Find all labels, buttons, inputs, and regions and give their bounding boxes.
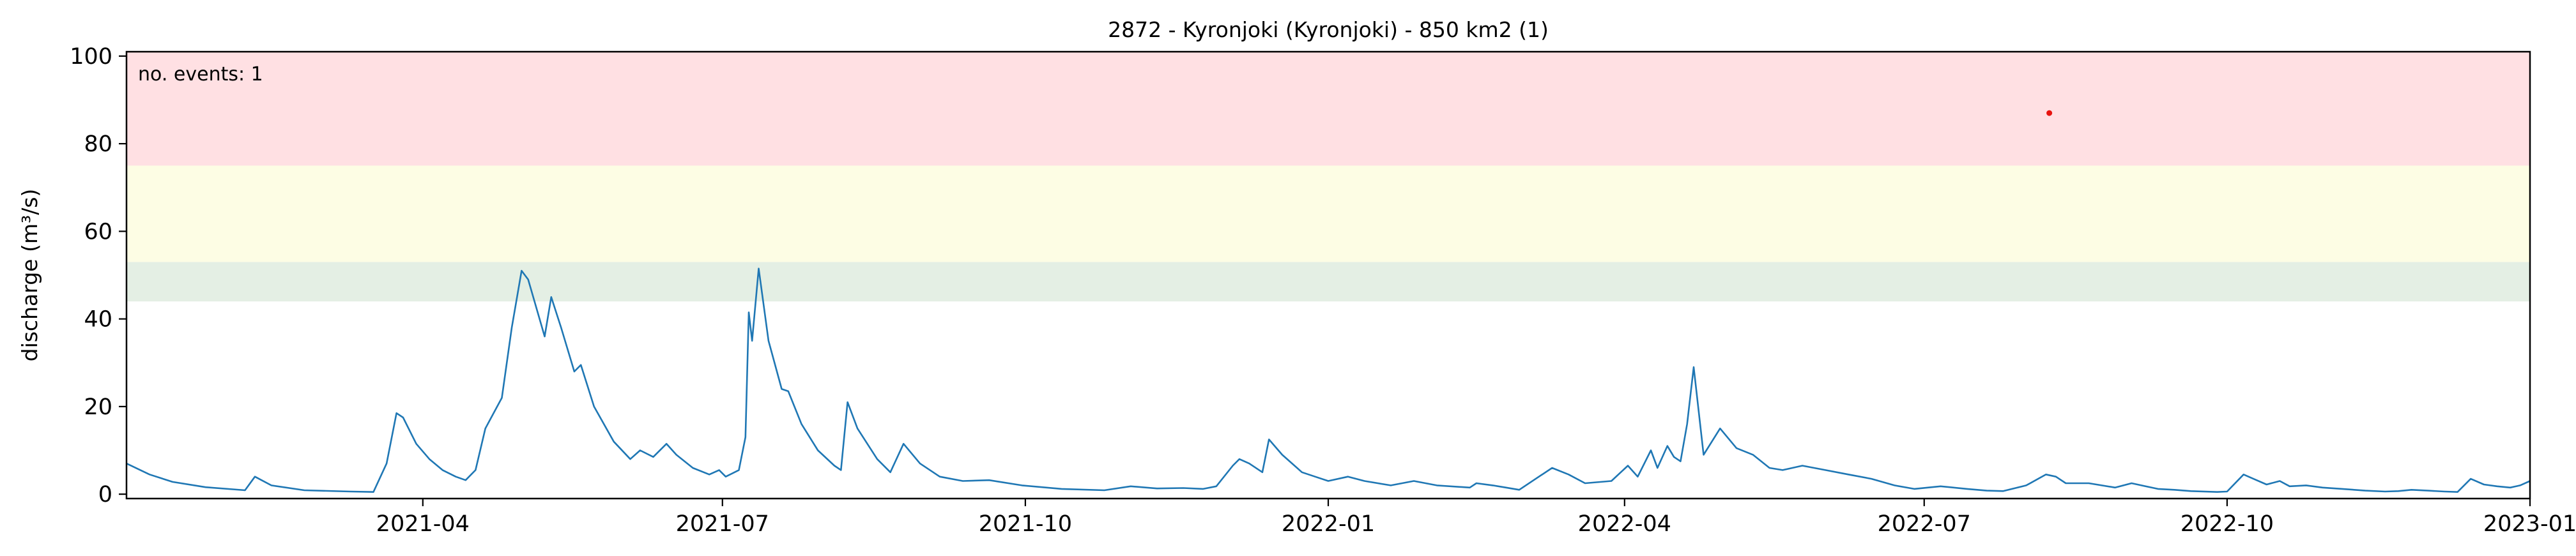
- y-axis: 0 20 40 60 80 100: [70, 44, 126, 507]
- y-tick-label: 80: [84, 131, 112, 157]
- x-tick-label: 2021-10: [979, 511, 1072, 537]
- events-count-annotation: no. events: 1: [138, 63, 263, 86]
- x-tick-label: 2022-04: [1578, 511, 1671, 537]
- chart-title: 2872 - Kyronjoki (Kyronjoki) - 850 km2 (…: [1108, 17, 1549, 42]
- threshold-band-0: [126, 262, 2530, 302]
- threshold-band-2: [126, 52, 2530, 166]
- threshold-band-1: [126, 165, 2530, 262]
- x-tick-label: 2022-01: [1282, 511, 1375, 537]
- event-markers: [2046, 110, 2053, 116]
- y-tick-label: 0: [98, 482, 112, 507]
- x-tick-label: 2021-07: [676, 511, 769, 537]
- y-tick-label: 60: [84, 219, 112, 244]
- y-tick-label: 20: [84, 394, 112, 420]
- x-tick-label: 2022-07: [1878, 511, 1971, 537]
- discharge-series-line: [126, 267, 2531, 493]
- x-tick-label: 2022-10: [2181, 511, 2274, 537]
- threshold-bands: [126, 52, 2530, 302]
- event-marker-0: [2046, 110, 2053, 116]
- y-tick-label: 40: [84, 307, 112, 333]
- x-tick-label: 2021-04: [376, 511, 470, 537]
- y-axis-label: discharge (m³/s): [17, 189, 42, 362]
- x-axis: 2021-04 2021-07 2021-10 2022-01 2022-04 2022-…: [376, 499, 2576, 537]
- y-tick-label: 100: [70, 44, 112, 70]
- x-tick-label: 2023-01: [2483, 511, 2576, 537]
